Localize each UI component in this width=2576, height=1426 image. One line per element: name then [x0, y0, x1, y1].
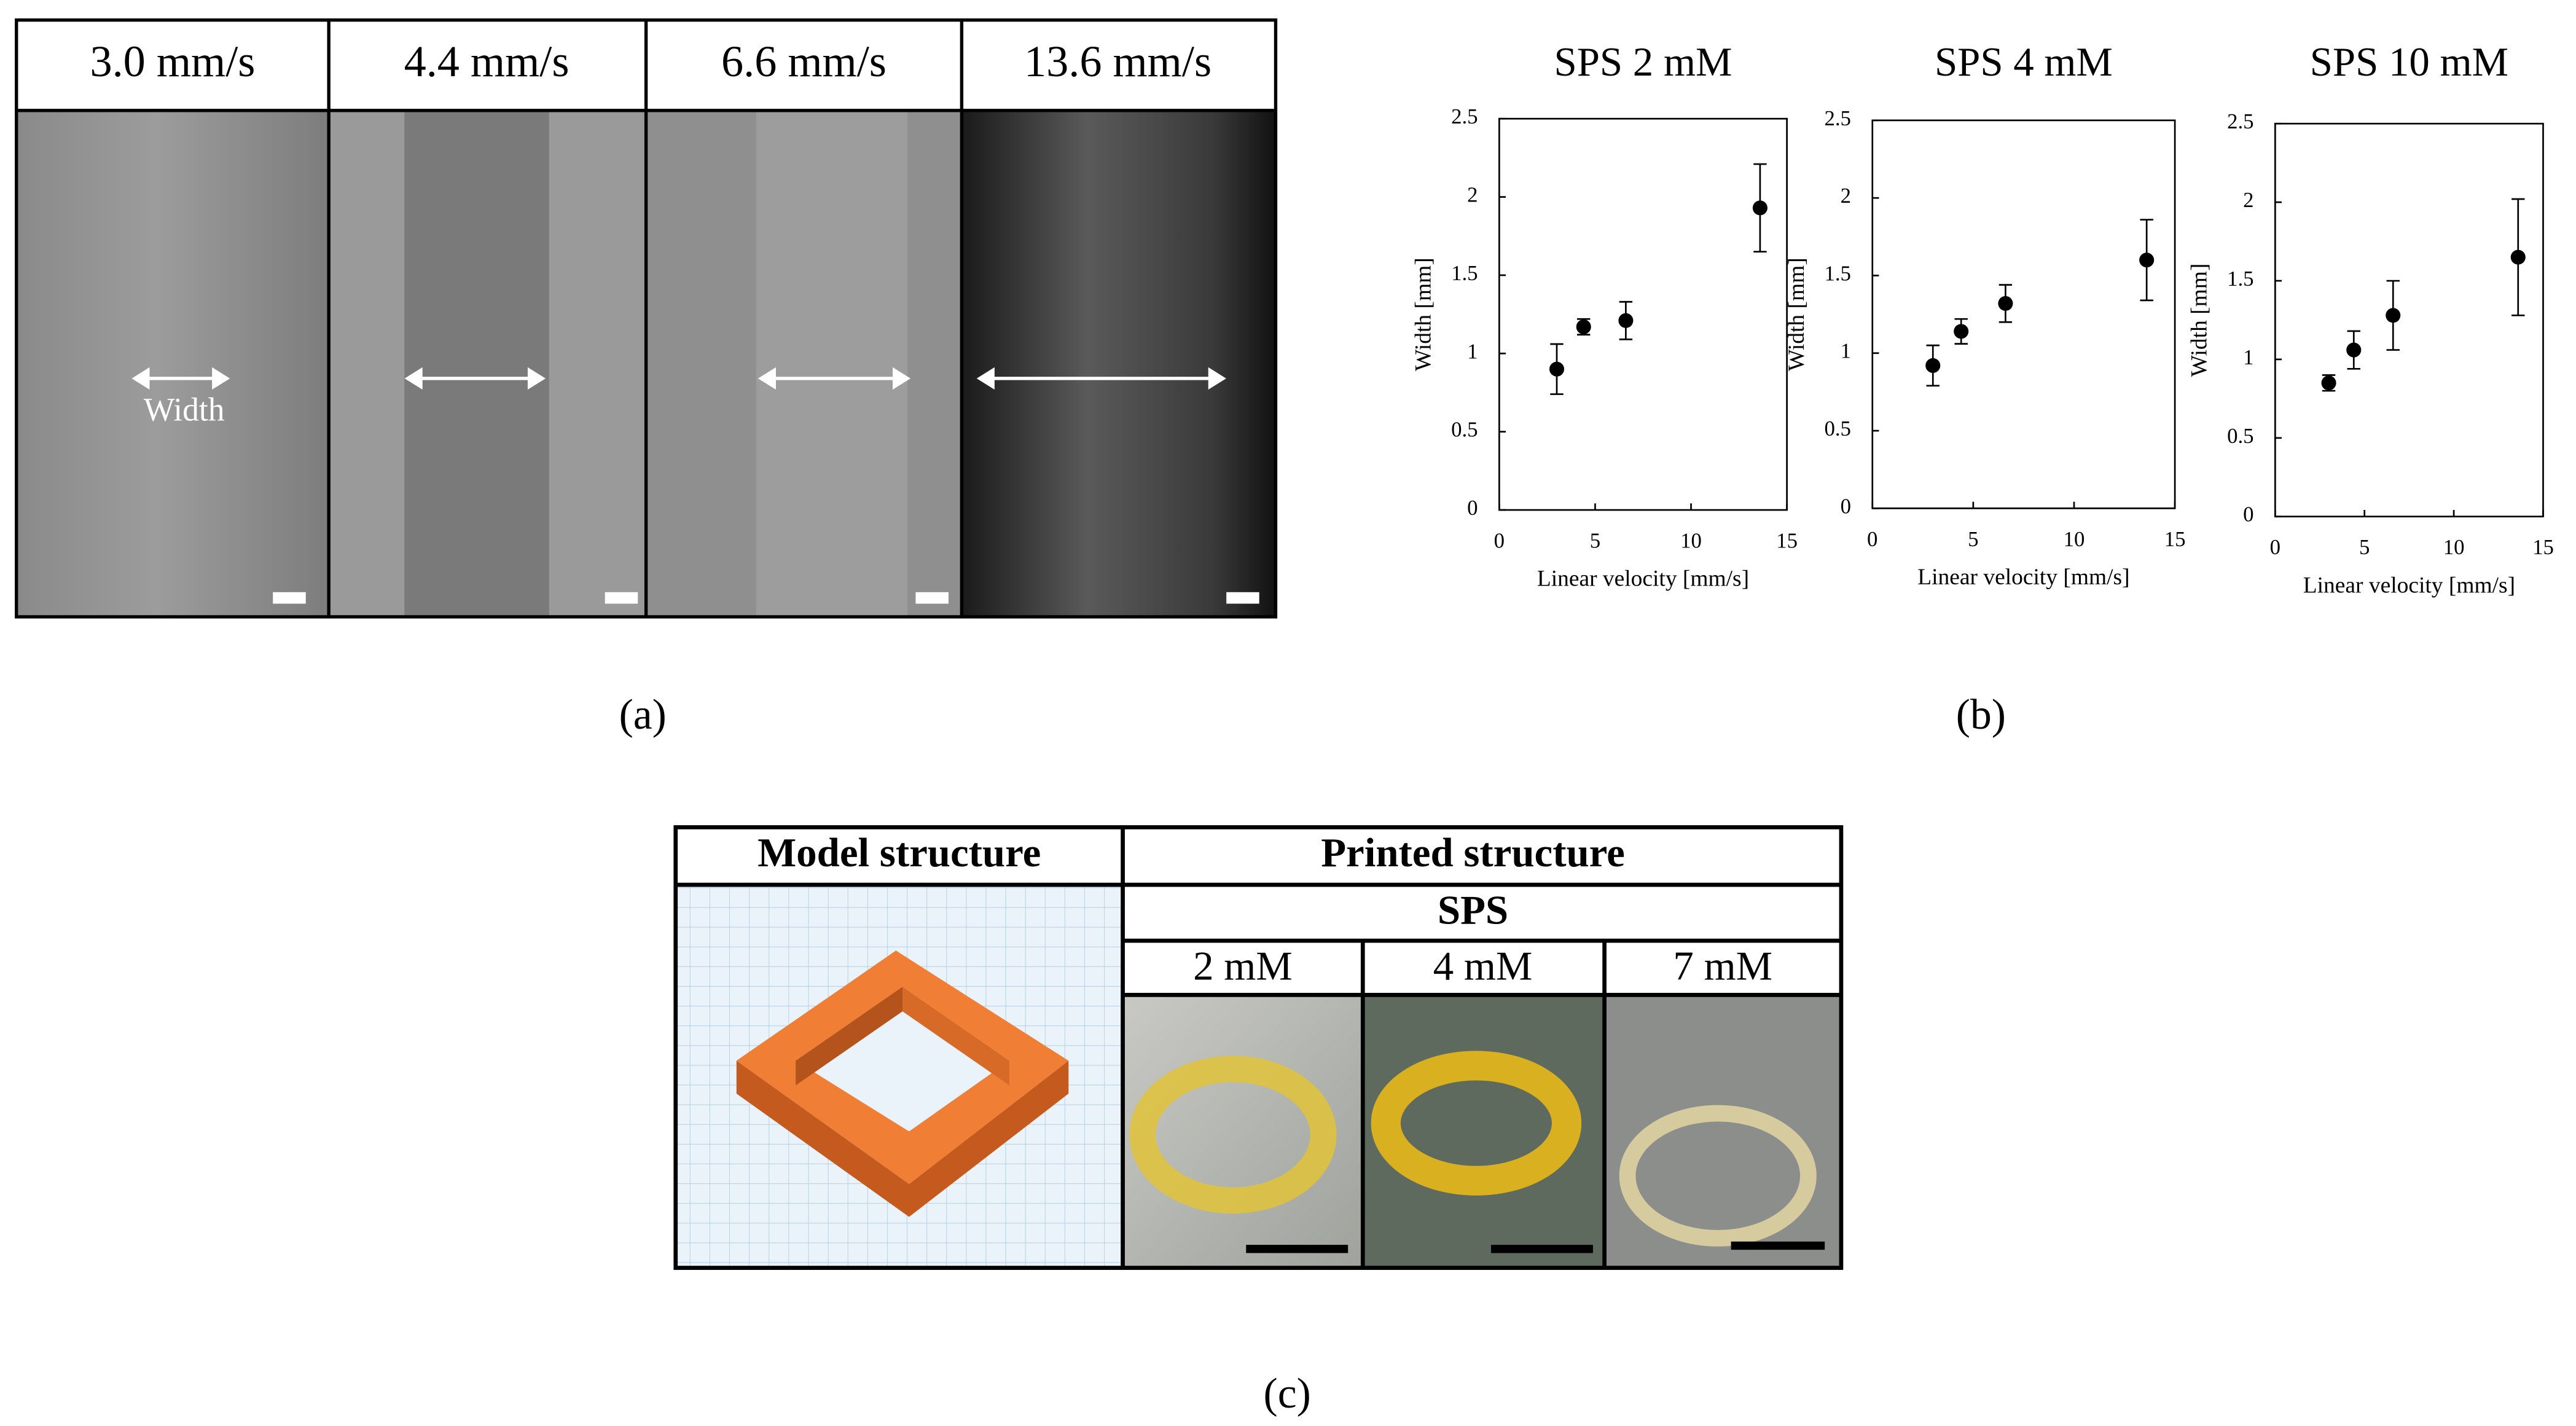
x-tick-label: 0: [2270, 535, 2280, 559]
y-tick-label: 0.5: [2227, 424, 2253, 448]
y-tick-label: 0: [1467, 496, 1478, 520]
width-annotation: Width: [144, 391, 225, 428]
y-tick-label: 2: [2243, 188, 2253, 212]
y-tick-label: 1.5: [1451, 261, 1478, 285]
header: SPS: [1438, 888, 1508, 933]
micrograph: [16, 110, 329, 617]
speed-label: 4.4 mm/s: [404, 37, 570, 86]
concentration: 4 mM: [1433, 944, 1533, 989]
x-tick-label: 5: [2359, 535, 2370, 559]
x-tick-label: 15: [1776, 529, 1798, 553]
table-lines: [673, 825, 1844, 1270]
point: [1954, 324, 1969, 339]
point: [2510, 249, 2526, 265]
chart-title: SPS 4 mM: [1935, 39, 2113, 85]
header: Printed structure: [1321, 830, 1625, 876]
x-tick-label: 0: [1867, 527, 1877, 551]
point: [1576, 319, 1591, 335]
caption: (b): [1956, 691, 2006, 738]
x-tick-label: 5: [1968, 527, 1978, 551]
x-tick-label: 15: [2532, 535, 2554, 559]
speed-label: 3.0 mm/s: [90, 37, 256, 86]
y-axis-label: Width [mm]: [1411, 257, 1436, 371]
micrograph: [961, 110, 1276, 617]
y-tick-label: 0.5: [1824, 417, 1850, 441]
point: [1752, 200, 1768, 216]
y-axis-label: Width [mm]: [2187, 264, 2212, 377]
y-tick-label: 0: [2243, 503, 2253, 527]
point: [2346, 342, 2362, 358]
y-tick-label: 2: [1841, 184, 1851, 208]
hexagon-model: [736, 950, 1069, 1217]
x-axis-label: Linear velocity [mm/s]: [1917, 565, 2129, 590]
plot-frame: [1498, 117, 1788, 511]
strand: [756, 110, 908, 617]
y-tick-label: 1: [1467, 339, 1478, 363]
y-tick-label: 2.5: [1451, 104, 1478, 128]
strand: [404, 110, 549, 617]
chart-title: SPS 2 mM: [1554, 39, 1732, 85]
panel-c: Model structure Printed structure SPS 2 …: [673, 825, 1844, 1417]
y-tick-label: 2.5: [2227, 109, 2253, 133]
y-axis-label: Width [mm]: [1784, 257, 1809, 371]
chart-title: SPS 10 mM: [2310, 39, 2508, 85]
point: [2139, 253, 2155, 268]
width-arrows: [131, 367, 1259, 604]
point: [2386, 308, 2401, 323]
panel-b: (b) SPS 2 mM Linear velocity [mm/s] Width …: [1411, 39, 2554, 738]
caption: (a): [619, 691, 667, 738]
x-tick-label: 10: [1680, 529, 1702, 553]
speed-label: 6.6 mm/s: [721, 37, 887, 86]
x-tick-label: 5: [1590, 529, 1600, 553]
plot-frame: [2274, 122, 2544, 518]
x-tick-label: 15: [2164, 527, 2186, 551]
plot-frame: [1871, 119, 2176, 509]
panel-a: 3.0 mm/s 4.4 mm/s 6.6 mm/s 13.6 mm/s Wid…: [15, 18, 1278, 738]
y-tick-label: 0.5: [1451, 418, 1478, 442]
y-tick-label: 2.5: [1824, 106, 1850, 130]
point: [1618, 313, 1634, 328]
point: [1549, 361, 1565, 377]
concentration: 2 mM: [1193, 944, 1293, 989]
y-tick-label: 1.5: [1824, 261, 1850, 285]
y-tick-label: 2: [1467, 183, 1478, 207]
x-axis-label: Linear velocity [mm/s]: [1537, 566, 1749, 592]
y-tick-label: 1.5: [2227, 267, 2253, 291]
x-tick-label: 0: [1494, 529, 1505, 553]
x-tick-label: 10: [2443, 535, 2465, 559]
y-tick-label: 1: [2243, 345, 2253, 369]
printed-image: [1604, 995, 1843, 1268]
point: [2321, 375, 2336, 391]
y-tick-label: 1: [1841, 339, 1851, 363]
point: [1998, 296, 2013, 311]
x-axis-label: Linear velocity [mm/s]: [2303, 573, 2515, 598]
header: Model structure: [758, 830, 1041, 876]
concentration: 7 mM: [1673, 944, 1772, 989]
y-tick-label: 0: [1841, 494, 1851, 518]
point: [1925, 358, 1941, 374]
caption: (c): [1264, 1370, 1311, 1417]
speed-label: 13.6 mm/s: [1024, 37, 1212, 86]
x-tick-label: 10: [2064, 527, 2085, 551]
